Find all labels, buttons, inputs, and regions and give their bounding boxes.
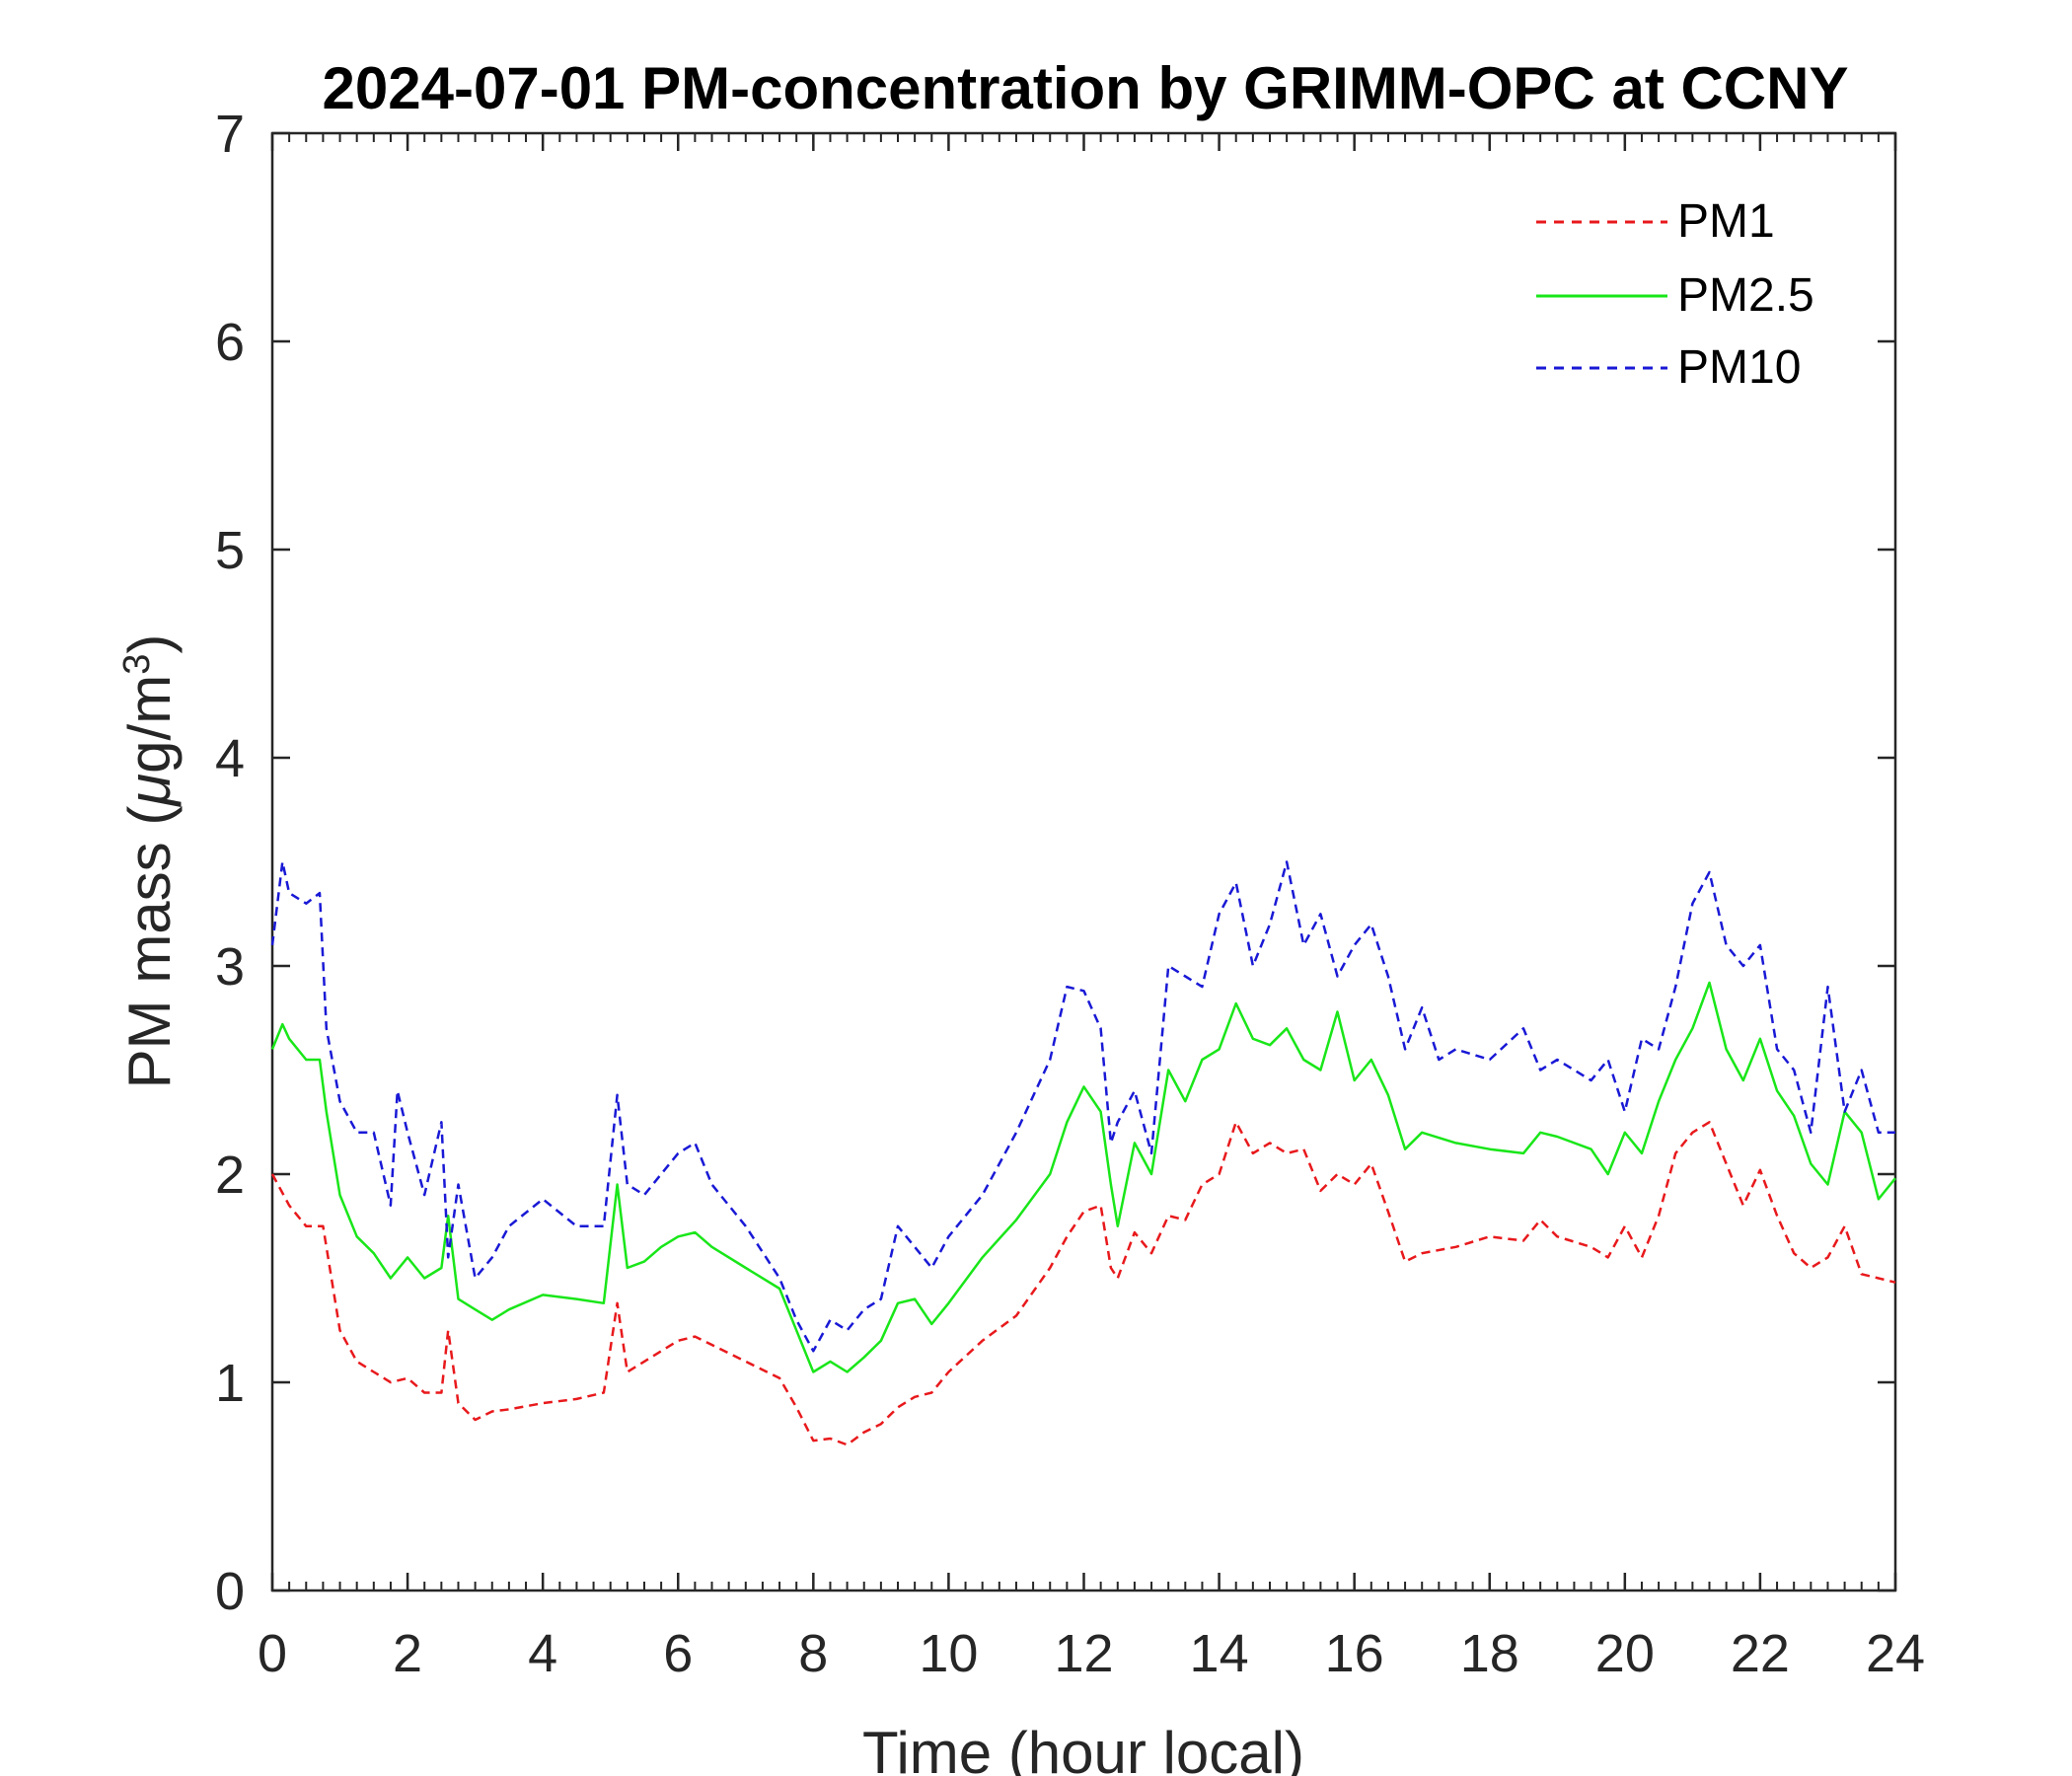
y-tick-label: 6: [215, 313, 245, 372]
series-line-pm25: [270, 981, 1896, 1373]
y-axis-label-close: ): [116, 634, 183, 654]
y-tick-label: 1: [215, 1354, 245, 1413]
y-tick-label: 3: [215, 937, 245, 997]
x-tick-label: 20: [1595, 1624, 1655, 1683]
y-axis-label-mu: μ: [116, 774, 183, 808]
y-axis-label-main: PM mass (: [116, 806, 183, 1089]
y-tick-labels: 0 1 2 3 4 5 6 7: [215, 105, 245, 1621]
x-tick-label: 2: [393, 1624, 422, 1683]
x-tick-label: 12: [1054, 1624, 1113, 1683]
y-tick-label: 5: [215, 521, 245, 580]
y-tick-label: 2: [215, 1146, 245, 1205]
x-tick-label: 14: [1190, 1624, 1249, 1683]
y-axis-label-sup: 3: [116, 654, 158, 675]
x-tick-label: 22: [1731, 1624, 1790, 1683]
series-line-pm1: [270, 1121, 1896, 1446]
legend-label-pm1: PM1: [1677, 195, 1775, 248]
y-tick-label: 7: [215, 105, 245, 164]
y-axis-label-unit: g/m: [116, 675, 183, 774]
x-tick-label: 0: [258, 1624, 287, 1683]
legend-label-pm25: PM2.5: [1677, 269, 1814, 322]
major-ticks: [270, 131, 1897, 1592]
x-tick-label: 6: [663, 1624, 693, 1683]
x-tick-labels: 0 2 4 6 8 10 12 14 16 18 20 22 24: [258, 1624, 1925, 1683]
x-tick-label: 18: [1460, 1624, 1519, 1683]
legend: PM1 PM2.5 PM10: [1536, 195, 1814, 394]
plot-area: [270, 131, 1897, 1592]
y-axis-label: PM mass (μg/m3): [116, 634, 183, 1089]
y-tick-label: 0: [215, 1562, 245, 1621]
x-tick-label: 24: [1866, 1624, 1925, 1683]
y-tick-label: 4: [215, 729, 245, 788]
x-tick-label: 4: [528, 1624, 557, 1683]
chart-title: 2024-07-01 PM-concentration by GRIMM-OPC…: [323, 55, 1849, 121]
series-line-pm10: [270, 860, 1895, 1353]
series-lines: [270, 860, 1896, 1446]
x-tick-label: 10: [919, 1624, 978, 1683]
x-tick-label: 16: [1325, 1624, 1384, 1683]
x-tick-label: 8: [798, 1624, 828, 1683]
x-axis-label: Time (hour local): [862, 1720, 1304, 1776]
legend-label-pm10: PM10: [1677, 341, 1801, 394]
